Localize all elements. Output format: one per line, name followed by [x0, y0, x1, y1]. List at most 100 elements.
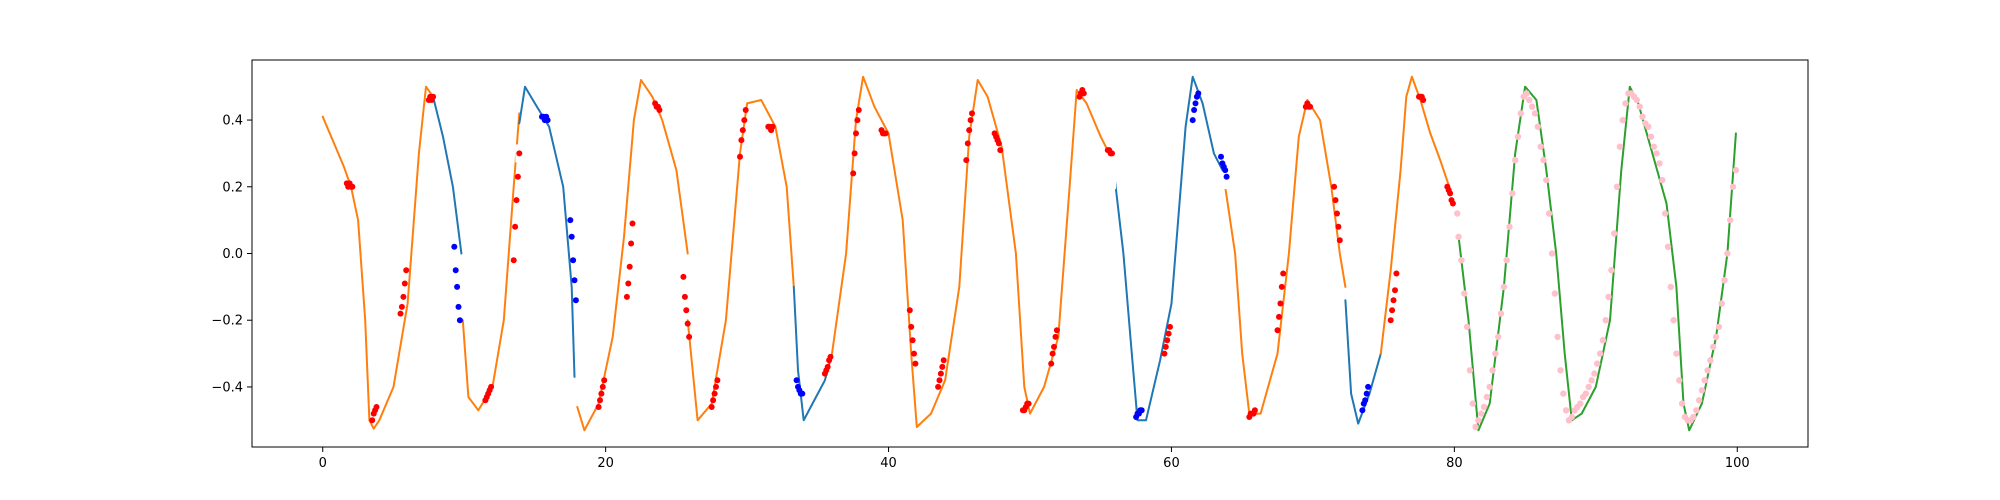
series-line-blue-3: [518, 85, 576, 378]
red-point-145: [1420, 97, 1427, 103]
red-point-10: [398, 303, 405, 310]
pink-point-13: [1489, 367, 1496, 374]
red-point-140: [1392, 287, 1398, 294]
series-line-blue-1: [432, 95, 463, 255]
red-point-49: [711, 390, 718, 397]
pink-point-73: [1659, 176, 1666, 184]
gap-marker-3: [934, 111, 943, 130]
red-point-134: [1334, 210, 1340, 217]
y-tick-label-3: 0.2: [222, 180, 243, 195]
pink-point-22: [1514, 133, 1522, 140]
red-point-108: [1080, 90, 1087, 97]
red-point-48: [710, 397, 717, 404]
red-point-122: [1251, 407, 1258, 414]
pink-point-80: [1678, 400, 1686, 407]
red-point-11: [400, 293, 407, 300]
pink-point-98: [1729, 183, 1737, 190]
red-point-29: [597, 397, 603, 404]
red-point-133: [1332, 197, 1339, 204]
pink-point-16: [1497, 310, 1505, 317]
pink-point-75: [1664, 243, 1672, 250]
pink-point-55: [1608, 267, 1615, 274]
blue-point-1: [452, 267, 459, 274]
pink-point-51: [1596, 350, 1604, 357]
red-point-103: [1052, 333, 1059, 340]
pink-point-79: [1676, 377, 1683, 384]
red-point-4: [349, 183, 356, 190]
pink-point-41: [1568, 413, 1576, 421]
pink-point-59: [1619, 116, 1626, 124]
red-point-112: [1109, 150, 1115, 157]
red-point-24: [512, 223, 519, 230]
pink-point-56: [1611, 230, 1618, 237]
red-point-93: [995, 140, 1002, 147]
blue-point-30: [1218, 153, 1224, 160]
red-point-85: [963, 157, 970, 164]
pink-point-32: [1543, 176, 1550, 184]
red-point-137: [1387, 317, 1394, 324]
blue-point-9: [544, 117, 551, 124]
gap-marker-6: [1340, 227, 1349, 246]
red-point-83: [939, 363, 946, 370]
series-line-orange-4: [576, 79, 689, 432]
pink-point-95: [1721, 277, 1728, 284]
red-point-42: [680, 273, 687, 280]
x-tick-label-3: 60: [1163, 456, 1180, 471]
red-point-148: [1447, 190, 1454, 197]
pink-point-27: [1529, 103, 1536, 110]
blue-point-24: [1138, 407, 1145, 414]
pink-point-3: [1461, 290, 1468, 297]
pink-point-31: [1540, 156, 1547, 164]
red-point-55: [741, 117, 748, 124]
pink-point-18: [1503, 257, 1510, 264]
pink-point-35: [1551, 290, 1559, 297]
pink-point-2: [1458, 257, 1465, 264]
y-tick-label-2: 0.0: [222, 247, 243, 262]
red-point-141: [1393, 270, 1400, 277]
red-point-76: [908, 323, 915, 330]
red-point-17: [430, 93, 437, 100]
red-point-113: [1161, 350, 1168, 357]
red-point-37: [629, 220, 636, 227]
red-point-36: [628, 240, 635, 247]
pink-point-96: [1724, 250, 1731, 257]
pink-point-19: [1506, 223, 1513, 230]
blue-point-15: [793, 377, 800, 384]
blue-point-10: [567, 217, 574, 224]
red-point-47: [708, 404, 715, 410]
red-point-74: [882, 130, 889, 137]
pink-point-90: [1707, 357, 1714, 364]
red-point-65: [827, 353, 834, 360]
point-series-layer: [343, 87, 1740, 431]
pink-point-78: [1673, 350, 1680, 357]
x-tick-label-1: 20: [597, 456, 614, 471]
pink-point-94: [1718, 300, 1725, 307]
pink-point-97: [1727, 216, 1734, 224]
red-point-9: [397, 310, 404, 317]
red-point-117: [1167, 323, 1173, 330]
pink-point-49: [1591, 370, 1598, 377]
red-point-89: [969, 110, 975, 117]
pink-point-84: [1690, 413, 1697, 421]
x-tick-label-5: 100: [1725, 456, 1750, 471]
gap-marker-2: [683, 261, 692, 280]
red-point-54: [739, 127, 746, 134]
red-point-70: [855, 107, 862, 113]
pink-point-65: [1636, 103, 1643, 110]
red-point-53: [738, 137, 745, 144]
x-tick-label-0: 0: [319, 456, 327, 471]
pink-point-87: [1698, 387, 1706, 394]
red-point-27: [516, 150, 523, 157]
red-point-41: [656, 107, 663, 113]
blue-point-34: [1223, 173, 1230, 180]
red-point-99: [1025, 400, 1032, 407]
red-point-136: [1336, 237, 1343, 244]
pink-point-53: [1602, 317, 1609, 324]
pink-point-23: [1517, 110, 1525, 117]
pink-point-54: [1605, 293, 1612, 301]
y-axis: −0.4 −0.2 0.0 0.2 0.4: [211, 114, 252, 395]
red-point-80: [935, 383, 942, 390]
pink-point-20: [1509, 190, 1516, 197]
red-point-5: [369, 417, 376, 424]
